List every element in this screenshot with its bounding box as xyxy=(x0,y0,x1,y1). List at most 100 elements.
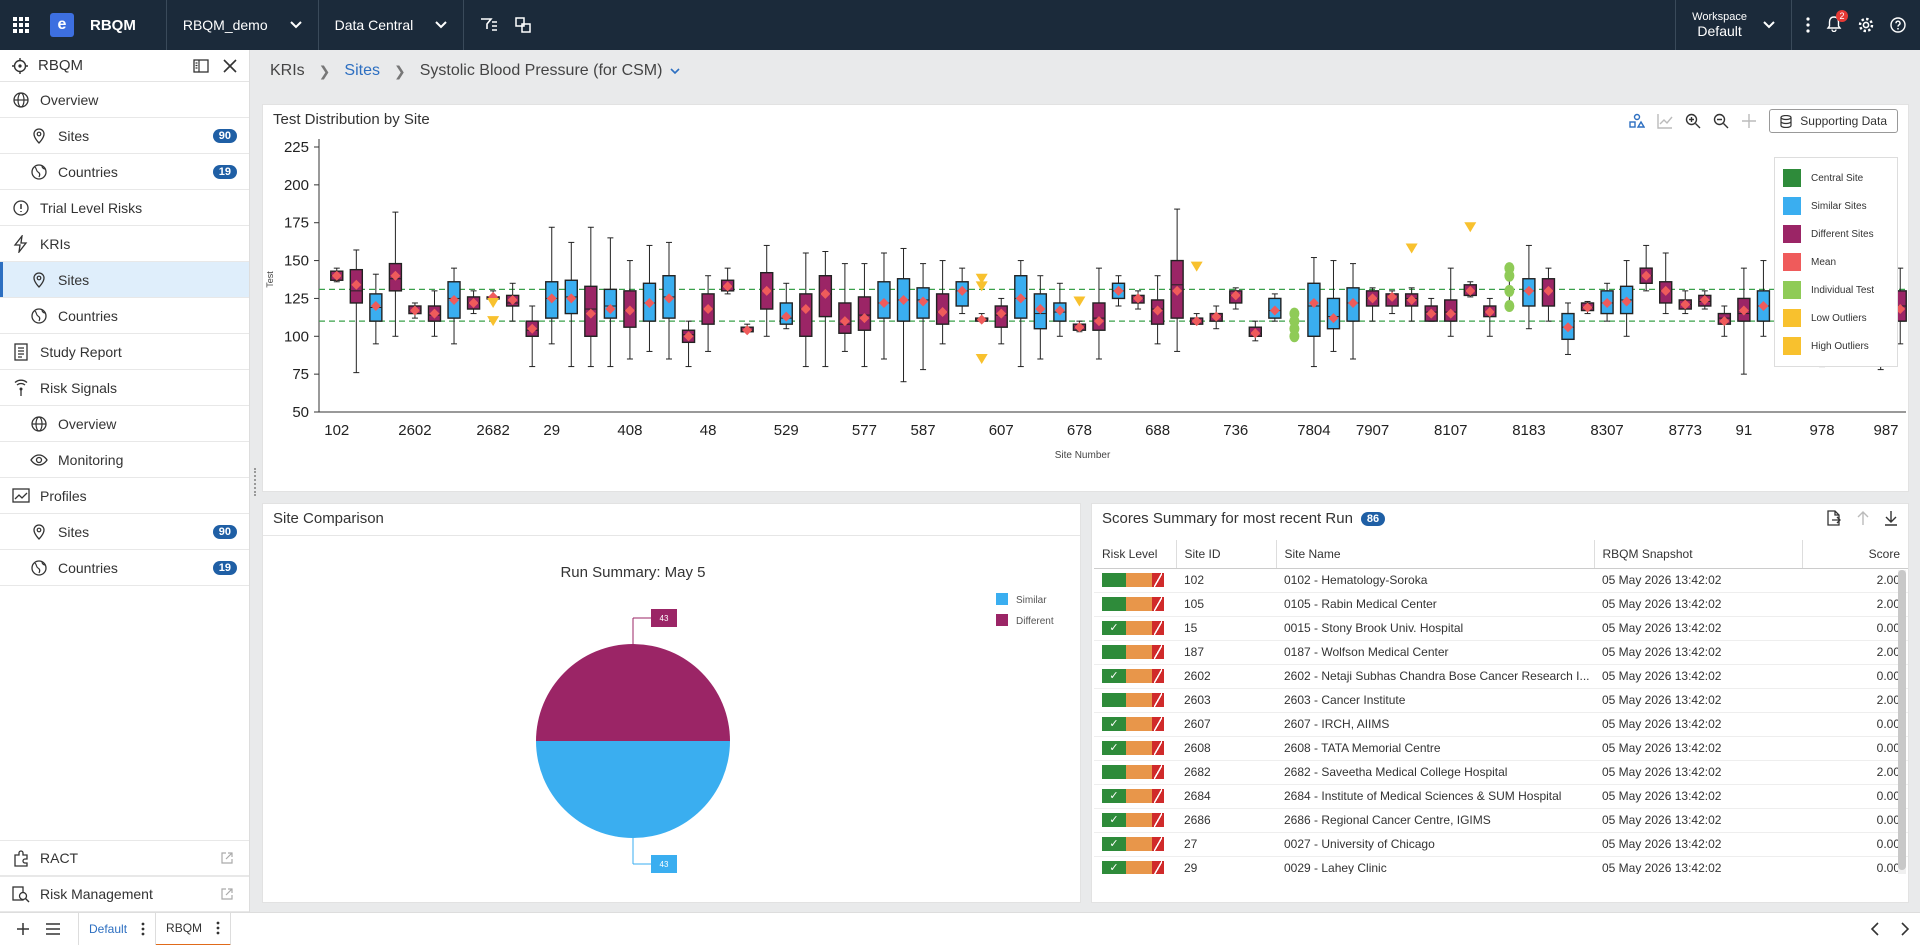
legend-item[interactable]: High Outliers xyxy=(1783,332,1889,360)
sidebar-item-trial-level-risks[interactable]: Trial Level Risks xyxy=(0,190,249,226)
plus-icon xyxy=(17,923,29,935)
column-header-site-id[interactable]: Site ID xyxy=(1176,540,1277,569)
more-vertical-icon[interactable] xyxy=(216,921,220,935)
download-icon[interactable] xyxy=(1884,510,1898,526)
tab-menu-button[interactable] xyxy=(38,923,68,935)
table-row[interactable]: ✓ 2608 2608 - TATA Memorial Centre 05 May 2… xyxy=(1094,736,1908,761)
sidebar-item-ract[interactable]: RACT xyxy=(0,840,249,876)
breadcrumb-sites[interactable]: Sites xyxy=(344,62,380,79)
breadcrumb-kris[interactable]: KRIs xyxy=(270,62,305,79)
shapes-icon[interactable] xyxy=(1629,113,1646,129)
more-vertical-icon[interactable] xyxy=(141,922,145,936)
table-row[interactable]: ✓ 27 0027 - University of Chicago 05 May 20… xyxy=(1094,832,1908,857)
breadcrumb-current[interactable]: Systolic Blood Pressure (for CSM) xyxy=(419,62,663,79)
column-header-score[interactable]: Score xyxy=(1802,540,1908,569)
sidebar-item-countries[interactable]: Countries 19 xyxy=(0,154,249,190)
box xyxy=(545,281,559,319)
study-dropdown[interactable]: RBQM_demo xyxy=(167,0,318,50)
study-label: RBQM_demo xyxy=(182,17,268,33)
export-icon[interactable] xyxy=(1826,510,1842,526)
sidebar-item-sites[interactable]: Sites xyxy=(0,262,249,298)
chevron-down-icon xyxy=(435,21,447,29)
sidebar-item-sites[interactable]: Sites 90 xyxy=(0,118,249,154)
table-row[interactable]: 187 0187 - Wolfson Medical Center 05 May 2… xyxy=(1094,640,1908,665)
site-id-cell: 2682 xyxy=(1176,760,1276,785)
legend-label: Central Site xyxy=(1811,172,1864,184)
bottom-taskbar: Default RBQM xyxy=(0,912,1920,945)
table-row[interactable]: ✓ 29 0029 - Lahey Clinic 05 May 2026 13:42:… xyxy=(1094,856,1908,874)
sidebar-item-kris[interactable]: KRIs xyxy=(0,226,249,262)
module-dropdown[interactable]: Data Central xyxy=(319,0,464,50)
risk-level-indicator xyxy=(1102,765,1164,779)
legend-item[interactable]: Low Outliers xyxy=(1783,304,1889,332)
sidebar-item-label: Sites xyxy=(58,127,90,144)
risk-level-cell: ✓ xyxy=(1094,736,1176,761)
box xyxy=(330,270,344,281)
sidebar-item-sites[interactable]: Sites 90 xyxy=(0,514,249,550)
sidebar-item-countries[interactable]: Countries xyxy=(0,298,249,334)
notifications-button[interactable]: 2 xyxy=(1826,9,1848,35)
supporting-data-button[interactable]: Supporting Data xyxy=(1769,109,1898,133)
sidebar-item-overview[interactable]: Overview xyxy=(0,406,249,442)
filter-tree-icon[interactable] xyxy=(480,17,498,33)
legend-item[interactable]: Individual Test xyxy=(1783,276,1889,304)
sidebar-item-overview[interactable]: Overview xyxy=(0,82,249,118)
sidebar-item-countries[interactable]: Countries 19 xyxy=(0,550,249,586)
individual-test-point xyxy=(1504,269,1515,282)
mean-marker xyxy=(996,308,1007,319)
box xyxy=(1619,285,1634,315)
app-logo[interactable]: e RBQM xyxy=(42,0,166,50)
legend-item[interactable]: Central Site xyxy=(1783,164,1889,192)
table-row[interactable]: 2603 2603 - Cancer Institute 05 May 2026 1… xyxy=(1094,688,1908,713)
zoom-in-icon[interactable] xyxy=(1685,113,1701,129)
site-name-cell: 0187 - Wolfson Medical Center xyxy=(1276,640,1594,665)
table-row[interactable]: ✓ 15 0015 - Stony Brook Univ. Hospital 05 M… xyxy=(1094,616,1908,641)
close-icon[interactable] xyxy=(223,58,237,73)
table-row[interactable]: ✓ 2607 2607 - IRCH, AIIMS 05 May 2026 13:42… xyxy=(1094,712,1908,737)
workspace-dropdown[interactable]: Workspace Default xyxy=(1675,0,1792,50)
chevron-right-icon[interactable] xyxy=(1900,922,1910,936)
hierarchy-icon[interactable] xyxy=(514,17,532,33)
table-row[interactable]: ✓ 2686 2686 - Regional Cancer Centre, IGIM… xyxy=(1094,808,1908,833)
more-vertical-icon[interactable] xyxy=(1806,17,1810,33)
legend-swatch xyxy=(1783,281,1801,299)
column-header-site-name[interactable]: Site Name xyxy=(1276,540,1595,569)
table-row[interactable]: 105 0105 - Rabin Medical Center 05 May 202… xyxy=(1094,592,1908,617)
add-tab-button[interactable] xyxy=(8,922,38,936)
workspace-value: Default xyxy=(1697,23,1742,39)
sidebar-item-risk-management[interactable]: Risk Management xyxy=(0,876,249,912)
sidebar-item-monitoring[interactable]: Monitoring xyxy=(0,442,249,478)
pan-icon[interactable] xyxy=(1741,113,1757,129)
box xyxy=(1385,293,1399,307)
chevron-left-icon[interactable] xyxy=(1870,922,1880,936)
splitter-handle[interactable] xyxy=(254,468,258,496)
legend-item[interactable]: Different Sites xyxy=(1783,220,1889,248)
mean-marker xyxy=(351,279,362,290)
legend-item[interactable]: Similar Sites xyxy=(1783,192,1889,220)
help-icon[interactable] xyxy=(1890,17,1906,33)
column-header-risk-level[interactable]: Risk Level xyxy=(1094,540,1177,569)
sidebar-item-study-report[interactable]: Study Report xyxy=(0,334,249,370)
box xyxy=(720,279,735,292)
gear-icon[interactable] xyxy=(1858,17,1874,33)
upload-icon[interactable] xyxy=(1856,510,1870,526)
box xyxy=(505,294,520,307)
table-row[interactable]: 2682 2682 - Saveetha Medical College Hosp… xyxy=(1094,760,1908,785)
sidebar-item-profiles[interactable]: Profiles xyxy=(0,478,249,514)
panel-toggle-icon[interactable] xyxy=(193,58,209,73)
app-launcher-icon[interactable] xyxy=(0,0,42,50)
table-row[interactable]: ✓ 2684 2684 - Institute of Medical Science… xyxy=(1094,784,1908,809)
legend-item[interactable]: Mean xyxy=(1783,248,1889,276)
line-chart-icon[interactable] xyxy=(1657,113,1673,129)
column-header-snapshot[interactable]: RBQM Snapshot xyxy=(1594,540,1803,569)
table-scrollbar[interactable] xyxy=(1898,570,1906,874)
box xyxy=(525,320,539,337)
table-row[interactable]: 102 0102 - Hematology-Soroka 05 May 2026 1… xyxy=(1094,568,1908,593)
tab-rbqm[interactable]: RBQM xyxy=(156,912,232,945)
zoom-out-icon[interactable] xyxy=(1713,113,1729,129)
chevron-down-icon[interactable] xyxy=(670,67,681,75)
table-row[interactable]: ✓ 2602 2602 - Netaji Subhas Chandra Bose C… xyxy=(1094,664,1908,689)
tab-default[interactable]: Default xyxy=(78,912,157,945)
sidebar-item-risk-signals[interactable]: Risk Signals xyxy=(0,370,249,406)
low-outlier xyxy=(487,316,500,327)
